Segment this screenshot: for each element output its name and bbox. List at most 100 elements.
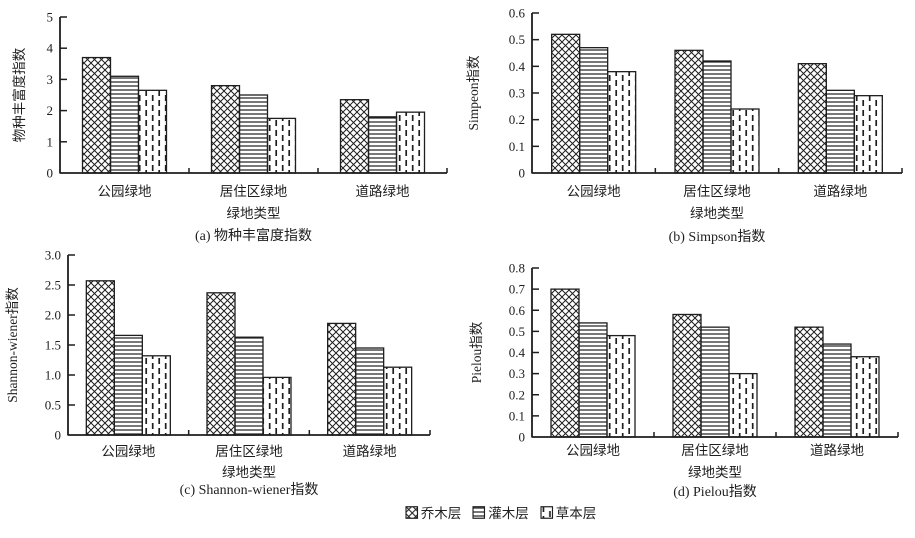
bar-乔木层-居住区绿地 [672, 313, 702, 438]
y-tick-label: 2.0 [45, 308, 61, 323]
bar-灌木层-居住区绿地 [234, 336, 264, 436]
vdash-swatch-icon [539, 505, 553, 519]
y-axis-title: Shannon-wiener指数 [5, 287, 20, 403]
y-tick-label: 0 [47, 166, 54, 181]
crosshatch-swatch-icon [404, 505, 418, 519]
y-tick-label: 0.6 [509, 303, 526, 318]
x-axis-title: 绿地类型 [227, 206, 281, 221]
category-label: 居住区绿地 [683, 184, 751, 199]
legend-items: 乔木层 灌木层 草本层 [404, 502, 597, 522]
bar-乔木层-道路绿地 [339, 99, 370, 174]
y-tick-label: 0.4 [509, 345, 526, 360]
legend-label-shrub-layer: 灌木层 [488, 506, 529, 521]
legend-label-tree-layer: 乔木层 [420, 506, 462, 521]
y-tick-label: 0.2 [509, 387, 525, 402]
bar-草本层-居住区绿地 [730, 108, 760, 174]
caption: (d) Pielou指数 [673, 484, 757, 500]
y-tick-label: 2 [47, 103, 54, 118]
bar-乔木层-道路绿地 [797, 63, 827, 174]
bar-乔木层-居住区绿地 [206, 292, 236, 436]
category-label: 公园绿地 [101, 444, 155, 459]
bar-乔木层-公园绿地 [81, 56, 112, 174]
y-tick-label: 0.5 [509, 32, 525, 47]
y-tick-label: 0.1 [509, 408, 525, 423]
category-label: 道路绿地 [356, 184, 410, 199]
category-label: 公园绿地 [567, 184, 621, 199]
bar-乔木层-道路绿地 [327, 322, 357, 436]
bar-草本层-道路绿地 [850, 356, 880, 438]
bar-灌木层-公园绿地 [578, 322, 608, 438]
y-tick-label: 0.6 [509, 6, 526, 21]
category-label: 公园绿地 [566, 443, 620, 458]
category-label: 道路绿地 [813, 184, 867, 199]
y-tick-label: 5 [47, 10, 54, 25]
category-label: 道路绿地 [343, 444, 397, 459]
bar-乔木层-道路绿地 [794, 326, 824, 438]
x-axis-title: 绿地类型 [688, 465, 742, 480]
category-label: 居住区绿地 [220, 184, 288, 199]
legend-item-tree-layer: 乔木层 [404, 502, 462, 522]
bar-灌木层-公园绿地 [579, 47, 609, 174]
legend: 乔木层 灌木层 草本层 [0, 499, 915, 538]
legend-item-shrub-layer: 灌木层 [472, 502, 529, 522]
y-tick-label: 1.0 [45, 368, 61, 383]
bar-灌木层-道路绿地 [825, 89, 855, 174]
bar-灌木层-道路绿地 [367, 116, 398, 174]
y-axis-title: 物种丰富度指数 [11, 47, 27, 142]
bar-草本层-居住区绿地 [728, 372, 758, 438]
y-tick-label: 0.5 [45, 398, 61, 413]
legend-label-herb-layer: 草本层 [555, 506, 597, 521]
caption: (b) Simpson指数 [669, 229, 766, 245]
bar-灌木层-居住区绿地 [238, 94, 269, 174]
y-tick-label: 0.2 [509, 112, 525, 127]
bar-草本层-公园绿地 [137, 89, 168, 174]
y-tick-label: 0 [519, 166, 526, 181]
caption: (a) 物种丰富度指数 [195, 227, 312, 244]
y-tick-label: 0.7 [509, 282, 526, 297]
y-tick-label: 0.3 [509, 366, 525, 381]
y-tick-label: 4 [47, 41, 54, 56]
bar-乔木层-公园绿地 [550, 288, 580, 438]
bar-乔木层-公园绿地 [85, 280, 115, 436]
y-tick-label: 0.4 [509, 59, 526, 74]
hlines-swatch-icon [472, 505, 486, 519]
bar-灌木层-居住区绿地 [702, 60, 732, 174]
category-label: 道路绿地 [810, 443, 864, 458]
caption: (c) Shannon-wiener指数 [180, 482, 319, 498]
y-tick-label: 3 [47, 72, 54, 87]
y-axis-title: Simpeon指数 [466, 55, 481, 131]
bar-灌木层-公园绿地 [109, 75, 140, 174]
legend-item-herb-layer: 草本层 [539, 502, 597, 522]
bar-草本层-公园绿地 [606, 334, 636, 438]
y-axis-title: Pielou指数 [469, 321, 484, 383]
bar-灌木层-居住区绿地 [700, 326, 730, 438]
y-tick-label: 0.8 [509, 261, 525, 276]
chart-pielou-index: 0 0.1 0.2 0.3 0.4 0.5 0.6 0.7 0.8 公园绿地 居住区绿地 道路绿地绿地… [469, 261, 899, 500]
bar-乔木层-居住区绿地 [210, 84, 241, 174]
bar-乔木层-居住区绿地 [674, 49, 704, 174]
bar-草本层-公园绿地 [141, 355, 171, 436]
category-label: 居住区绿地 [215, 444, 283, 459]
y-tick-label: 0.1 [509, 139, 525, 154]
category-label: 居住区绿地 [681, 443, 749, 458]
bar-灌木层-道路绿地 [355, 347, 385, 436]
bar-草本层-公园绿地 [607, 71, 637, 174]
y-tick-label: 3.0 [45, 248, 61, 263]
bar-草本层-道路绿地 [383, 366, 413, 436]
bar-乔木层-公园绿地 [551, 33, 581, 174]
bar-草本层-道路绿地 [395, 111, 426, 174]
y-tick-label: 0.5 [509, 324, 525, 339]
bar-灌木层-公园绿地 [113, 334, 143, 436]
bar-灌木层-道路绿地 [822, 343, 852, 438]
y-tick-label: 0.3 [509, 86, 525, 101]
bar-草本层-道路绿地 [853, 95, 883, 174]
y-tick-label: 1.5 [45, 338, 61, 353]
y-tick-label: 0 [55, 428, 62, 443]
y-tick-label: 2.5 [45, 278, 61, 293]
y-tick-label: 0 [519, 430, 526, 445]
category-label: 公园绿地 [98, 184, 152, 199]
